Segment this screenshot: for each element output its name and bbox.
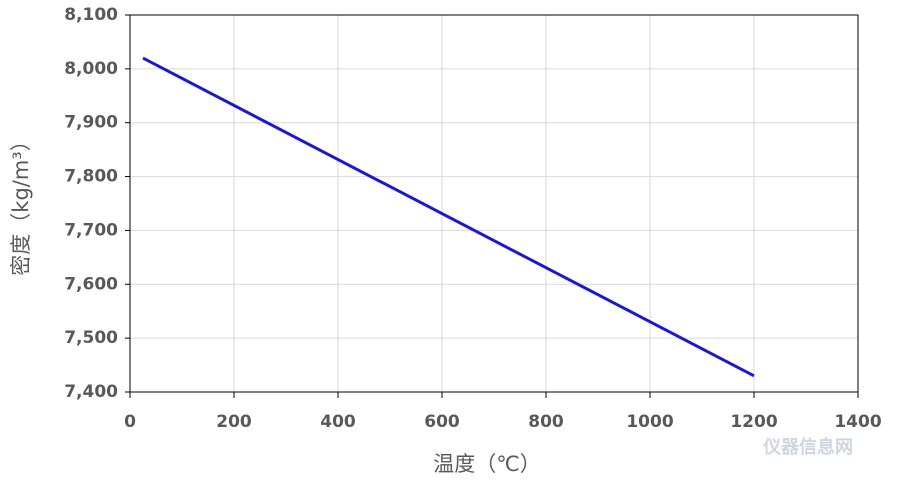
y-tick-label: 8,000 <box>64 59 118 79</box>
y-tick-label: 7,800 <box>64 167 118 187</box>
y-tick-label: 7,600 <box>64 274 118 294</box>
x-tick-label: 800 <box>528 412 564 432</box>
x-tick-label: 1000 <box>626 412 673 432</box>
data-line <box>142 56 755 378</box>
x-tick-label: 400 <box>320 412 356 432</box>
watermark: 仪器信息网 <box>762 436 853 458</box>
x-axis-label: 温度（℃） <box>433 452 541 476</box>
y-axis-label: 密度（kg/m³） <box>9 130 33 275</box>
x-tick-label: 200 <box>216 412 252 432</box>
y-tick-label: 7,700 <box>64 220 118 240</box>
y-tick-label: 8,100 <box>64 5 118 25</box>
x-tick-label: 600 <box>424 412 460 432</box>
y-tick-label: 7,400 <box>64 382 118 402</box>
y-tick-label: 7,500 <box>64 328 118 348</box>
x-tick-label: 0 <box>124 412 136 432</box>
x-tick-label: 1400 <box>834 412 881 432</box>
x-tick-label: 1200 <box>730 412 777 432</box>
plot-frame <box>129 14 859 393</box>
y-tick-label: 7,900 <box>64 113 118 133</box>
